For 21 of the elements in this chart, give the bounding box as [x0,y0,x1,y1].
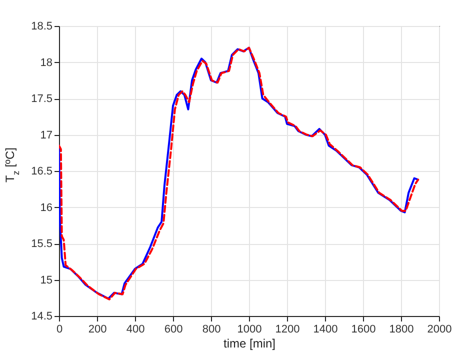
y-tick-label: 14.5 [31,310,52,322]
y-tick-label: 15.5 [31,238,52,250]
y-tick-label: 16.5 [31,166,52,178]
y-tick-label: 18.5 [31,20,52,32]
y-tick-label: 17.5 [31,93,52,105]
x-tick-label: 400 [126,324,145,336]
x-tick-label: 200 [88,324,107,336]
x-tick-label: 1200 [275,324,300,336]
x-tick-label: 1400 [313,324,338,336]
y-tick-label: 16 [40,202,52,214]
x-tick-label: 1000 [237,324,262,336]
x-tick-label: 800 [202,324,221,336]
x-axis-title: time [min] [223,336,276,350]
y-tick-label: 18 [40,56,52,69]
x-tick-label: 2000 [427,324,452,336]
x-tick-label: 600 [164,324,183,336]
x-tick-label: 1800 [389,324,414,336]
x-tick-label: 1600 [351,324,376,336]
y-tick-label: 15 [40,274,52,286]
y-tick-label: 17 [40,129,52,142]
x-tick-label: 0 [56,324,63,336]
